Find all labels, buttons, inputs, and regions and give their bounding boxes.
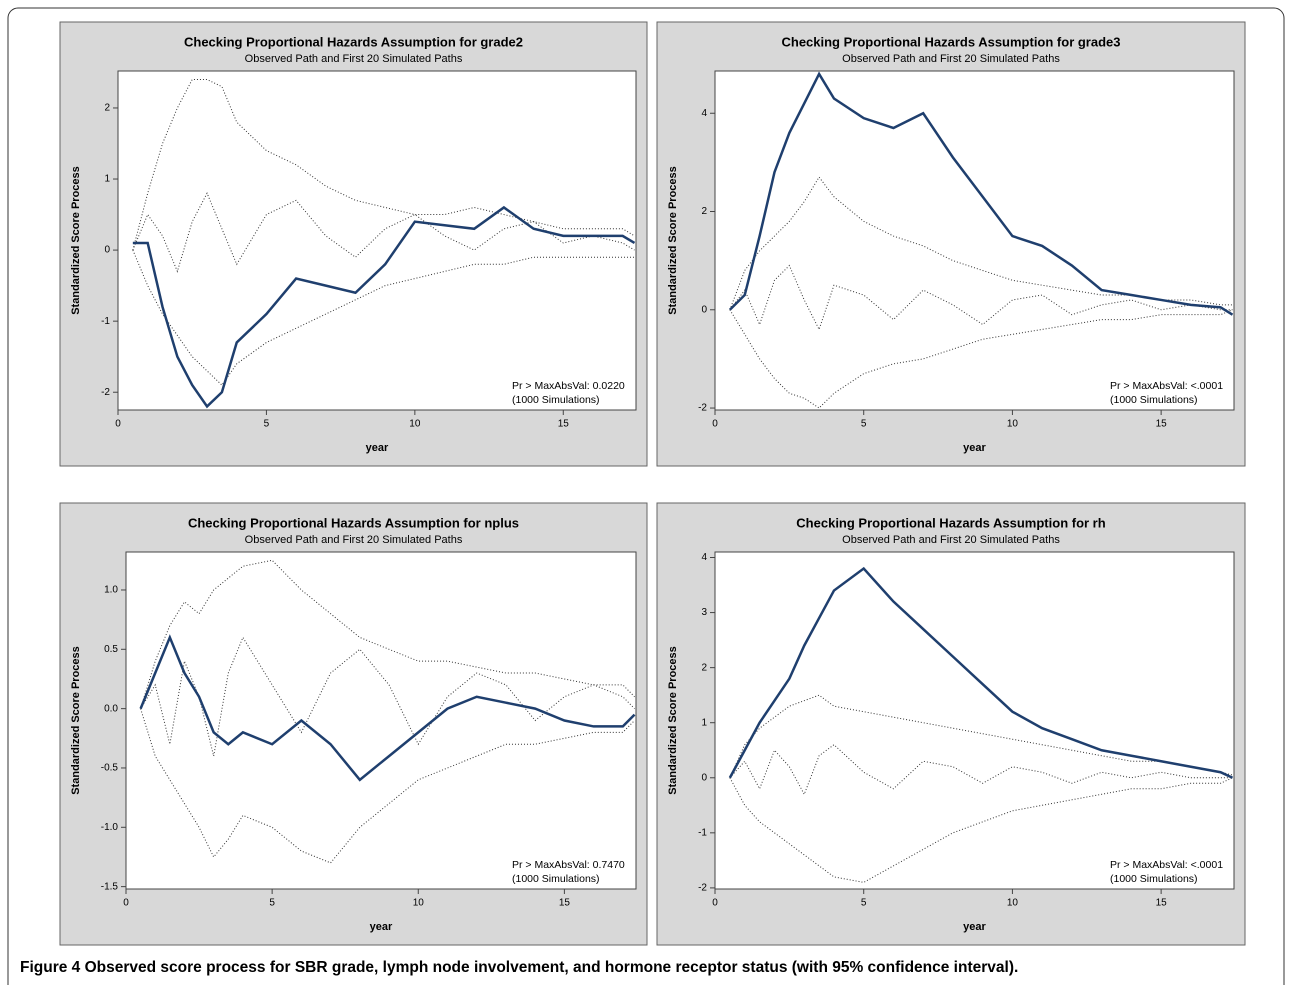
y-tick-label: 0 [104, 245, 110, 256]
annotation: Pr > MaxAbsVal: 0.0220 [512, 380, 625, 392]
y-tick-label: 0.5 [104, 644, 118, 655]
x-tick-label: 5 [861, 419, 867, 430]
annotation: (1000 Simulations) [512, 873, 600, 885]
simulated-path [140, 559, 635, 709]
x-axis-label: year [366, 442, 389, 454]
y-tick-label: 0.0 [104, 703, 118, 714]
plot-area [125, 551, 637, 890]
plot-area [117, 70, 637, 411]
chart-title: Checking Proportional Hazards Assumption… [184, 34, 523, 49]
simulated-path [132, 79, 635, 251]
panel: Checking Proportional Hazards Assumption… [59, 502, 648, 946]
caption: Figure 4 Observed score process for SBR … [20, 959, 1018, 976]
y-axis-label: Standardized Score Process [667, 646, 679, 795]
annotation: Pr > MaxAbsVal: 0.7470 [512, 859, 625, 871]
x-tick-label: 5 [269, 898, 275, 909]
y-tick-label: -1.5 [101, 881, 119, 892]
x-tick-label: 5 [264, 419, 270, 430]
y-tick-label: -2 [698, 883, 707, 894]
chart-title: Checking Proportional Hazards Assumption… [796, 515, 1105, 530]
simulated-path [729, 176, 1233, 310]
simulated-path [729, 777, 1233, 883]
chart-subtitle: Observed Path and First 20 Simulated Pat… [245, 53, 463, 65]
observed-path [728, 566, 1234, 779]
chart-subtitle: Observed Path and First 20 Simulated Pat… [842, 53, 1060, 65]
y-tick-label: 2 [701, 662, 707, 673]
x-tick-label: 10 [413, 898, 425, 909]
caption-label: Figure 4 [20, 959, 81, 976]
x-axis-label: year [370, 921, 393, 933]
chart-subtitle: Observed Path and First 20 Simulated Pat… [245, 534, 463, 546]
x-tick-label: 15 [1156, 898, 1168, 909]
annotation: Pr > MaxAbsVal: <.0001 [1110, 859, 1223, 871]
x-tick-label: 15 [559, 898, 571, 909]
observed-path [132, 205, 636, 409]
y-tick-label: -1.0 [101, 822, 119, 833]
x-tick-label: 10 [1007, 419, 1019, 430]
y-axis-label: Standardized Score Process [667, 166, 679, 315]
x-tick-label: 10 [409, 419, 421, 430]
x-tick-label: 15 [1156, 419, 1168, 430]
observed-path [728, 71, 1234, 316]
y-axis-label: Standardized Score Process [70, 646, 82, 795]
caption-text: Observed score process for SBR grade, ly… [85, 959, 1019, 976]
observed-path [139, 634, 636, 782]
annotation: Pr > MaxAbsVal: <.0001 [1110, 380, 1223, 392]
y-tick-label: -2 [101, 387, 110, 398]
simulated-path [729, 264, 1233, 331]
annotation: (1000 Simulations) [1110, 394, 1198, 406]
y-tick-label: 3 [701, 607, 707, 618]
y-tick-label: 1 [104, 174, 110, 185]
plot-area [714, 551, 1235, 890]
y-tick-label: 4 [701, 552, 707, 563]
y-axis-label: Standardized Score Process [70, 166, 82, 315]
y-tick-label: 2 [701, 206, 707, 217]
x-tick-label: 0 [712, 898, 718, 909]
x-tick-label: 10 [1007, 898, 1019, 909]
y-tick-label: 4 [701, 108, 707, 119]
y-tick-label: -1 [698, 827, 707, 838]
annotation: (1000 Simulations) [512, 394, 600, 406]
chart-subtitle: Observed Path and First 20 Simulated Pat… [842, 534, 1060, 546]
y-tick-label: 1.0 [104, 585, 118, 596]
y-tick-label: -2 [698, 403, 707, 414]
panel: Checking Proportional Hazards Assumption… [656, 502, 1246, 946]
simulated-path [140, 636, 635, 757]
y-tick-label: -1 [101, 316, 110, 327]
x-axis-label: year [963, 921, 986, 933]
x-tick-label: 0 [712, 419, 718, 430]
x-tick-label: 0 [115, 419, 121, 430]
y-tick-label: 1 [701, 717, 707, 728]
annotation: (1000 Simulations) [1110, 873, 1198, 885]
x-tick-label: 0 [123, 898, 129, 909]
x-axis-label: year [963, 442, 986, 454]
y-tick-label: -0.5 [101, 763, 119, 774]
x-tick-label: 5 [861, 898, 867, 909]
y-tick-label: 2 [104, 103, 110, 114]
chart-title: Checking Proportional Hazards Assumption… [781, 34, 1120, 49]
panel: Checking Proportional Hazards Assumption… [656, 21, 1246, 467]
simulated-path [729, 309, 1233, 409]
simulated-path [729, 744, 1233, 796]
y-tick-label: 0 [701, 772, 707, 783]
y-tick-label: 0 [701, 304, 707, 315]
chart-title: Checking Proportional Hazards Assumption… [188, 515, 519, 530]
x-tick-label: 15 [558, 419, 570, 430]
panel: Checking Proportional Hazards Assumption… [59, 21, 648, 467]
plot-area [714, 70, 1235, 411]
